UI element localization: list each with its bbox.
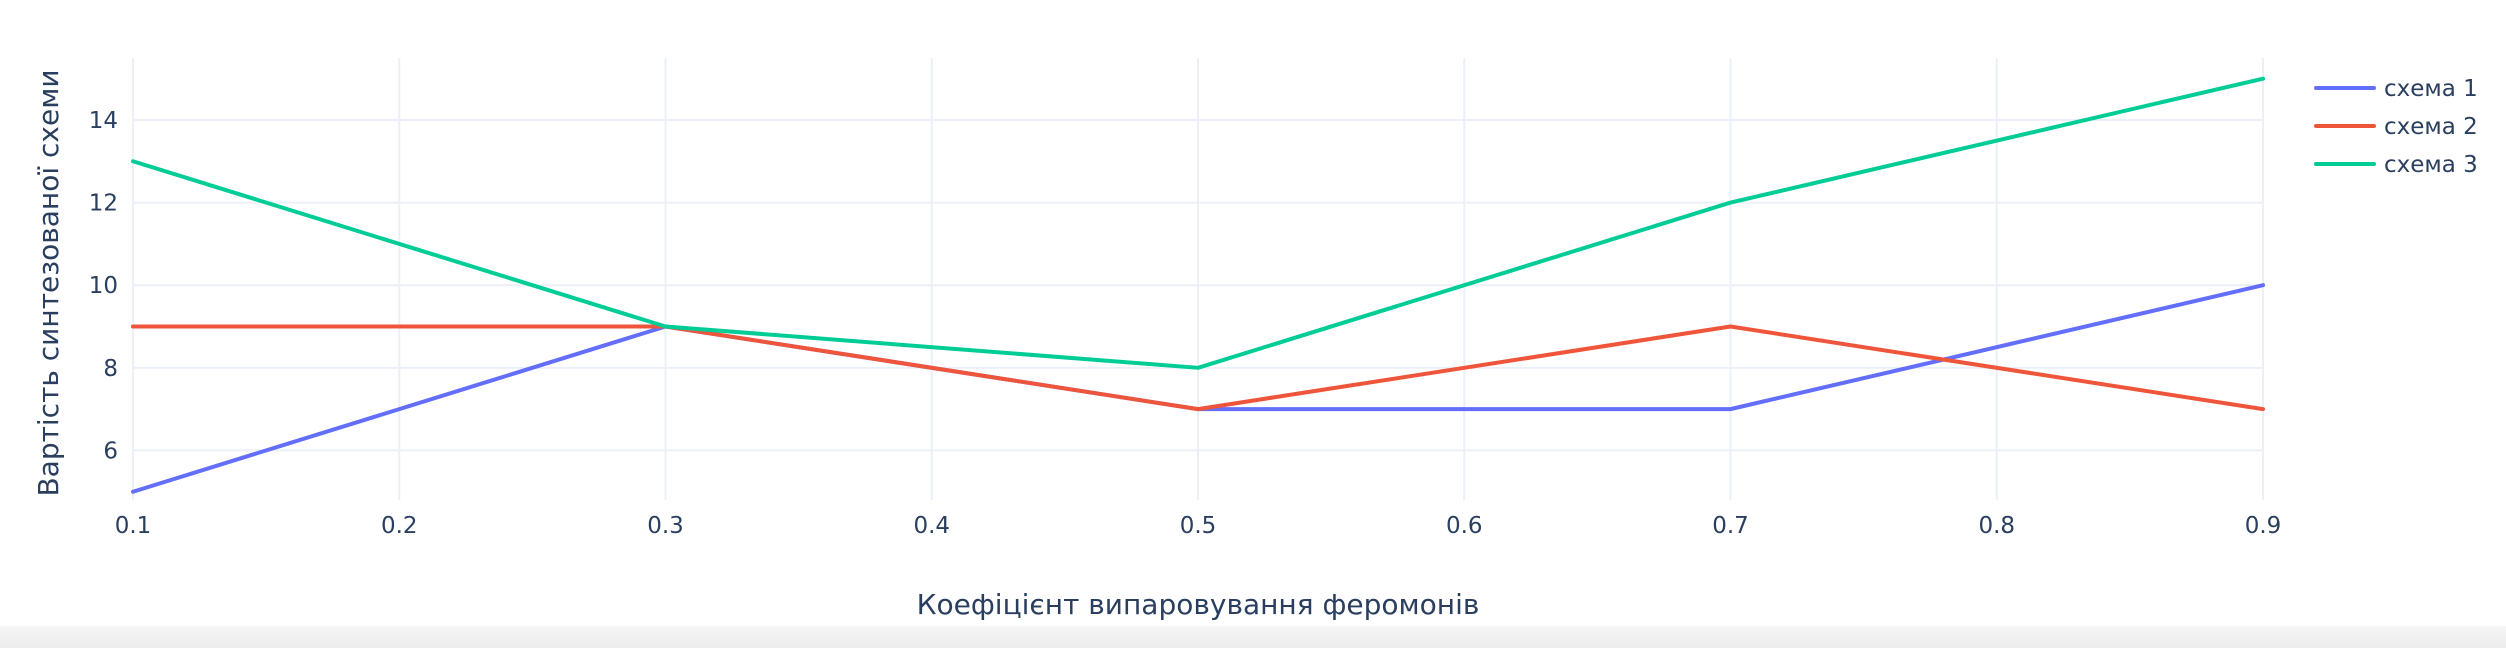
legend[interactable]: схема 1 схема 2 схема 3 (2314, 76, 2478, 178)
x-tick-label: 0.6 (1446, 513, 1483, 539)
legend-item-2[interactable]: схема 2 (2314, 114, 2478, 140)
y-tick-label: 8 (103, 356, 118, 382)
legend-item-1[interactable]: схема 1 (2314, 76, 2478, 102)
legend-item-3[interactable]: схема 3 (2314, 152, 2478, 178)
series-line-2 (131, 324, 2265, 412)
x-tick-label: 0.2 (381, 513, 418, 539)
x-tick-label: 0.1 (115, 513, 152, 539)
y-axis-title: Вартість синтезованої схеми (32, 69, 65, 496)
legend-label: схема 1 (2384, 76, 2478, 102)
x-tick-label: 0.7 (1712, 513, 1749, 539)
x-tick-labels: 0.1 0.2 0.3 0.4 0.5 0.6 0.7 0.8 0.9 (115, 513, 2282, 539)
x-gridlines (132, 58, 2264, 500)
y-tick-label: 14 (89, 108, 118, 134)
y-tick-label: 10 (89, 273, 118, 299)
y-gridlines (133, 118, 2263, 452)
page-bottom-shade (0, 626, 2506, 648)
x-tick-label: 0.5 (1180, 513, 1217, 539)
series-line-3 (131, 76, 2265, 370)
x-tick-label: 0.8 (1978, 513, 2015, 539)
legend-label: схема 2 (2384, 114, 2478, 140)
y-tick-labels: 6 8 10 12 14 (89, 108, 118, 464)
x-axis-title: Коефіцієнт випаровування феромонів (917, 588, 1480, 621)
y-tick-label: 12 (89, 191, 118, 217)
y-tick-label: 6 (103, 438, 118, 464)
x-tick-label: 0.4 (913, 513, 950, 539)
legend-label: схема 3 (2384, 152, 2478, 178)
series-lines (131, 76, 2265, 494)
x-tick-label: 0.9 (2245, 513, 2282, 539)
x-tick-label: 0.3 (647, 513, 684, 539)
